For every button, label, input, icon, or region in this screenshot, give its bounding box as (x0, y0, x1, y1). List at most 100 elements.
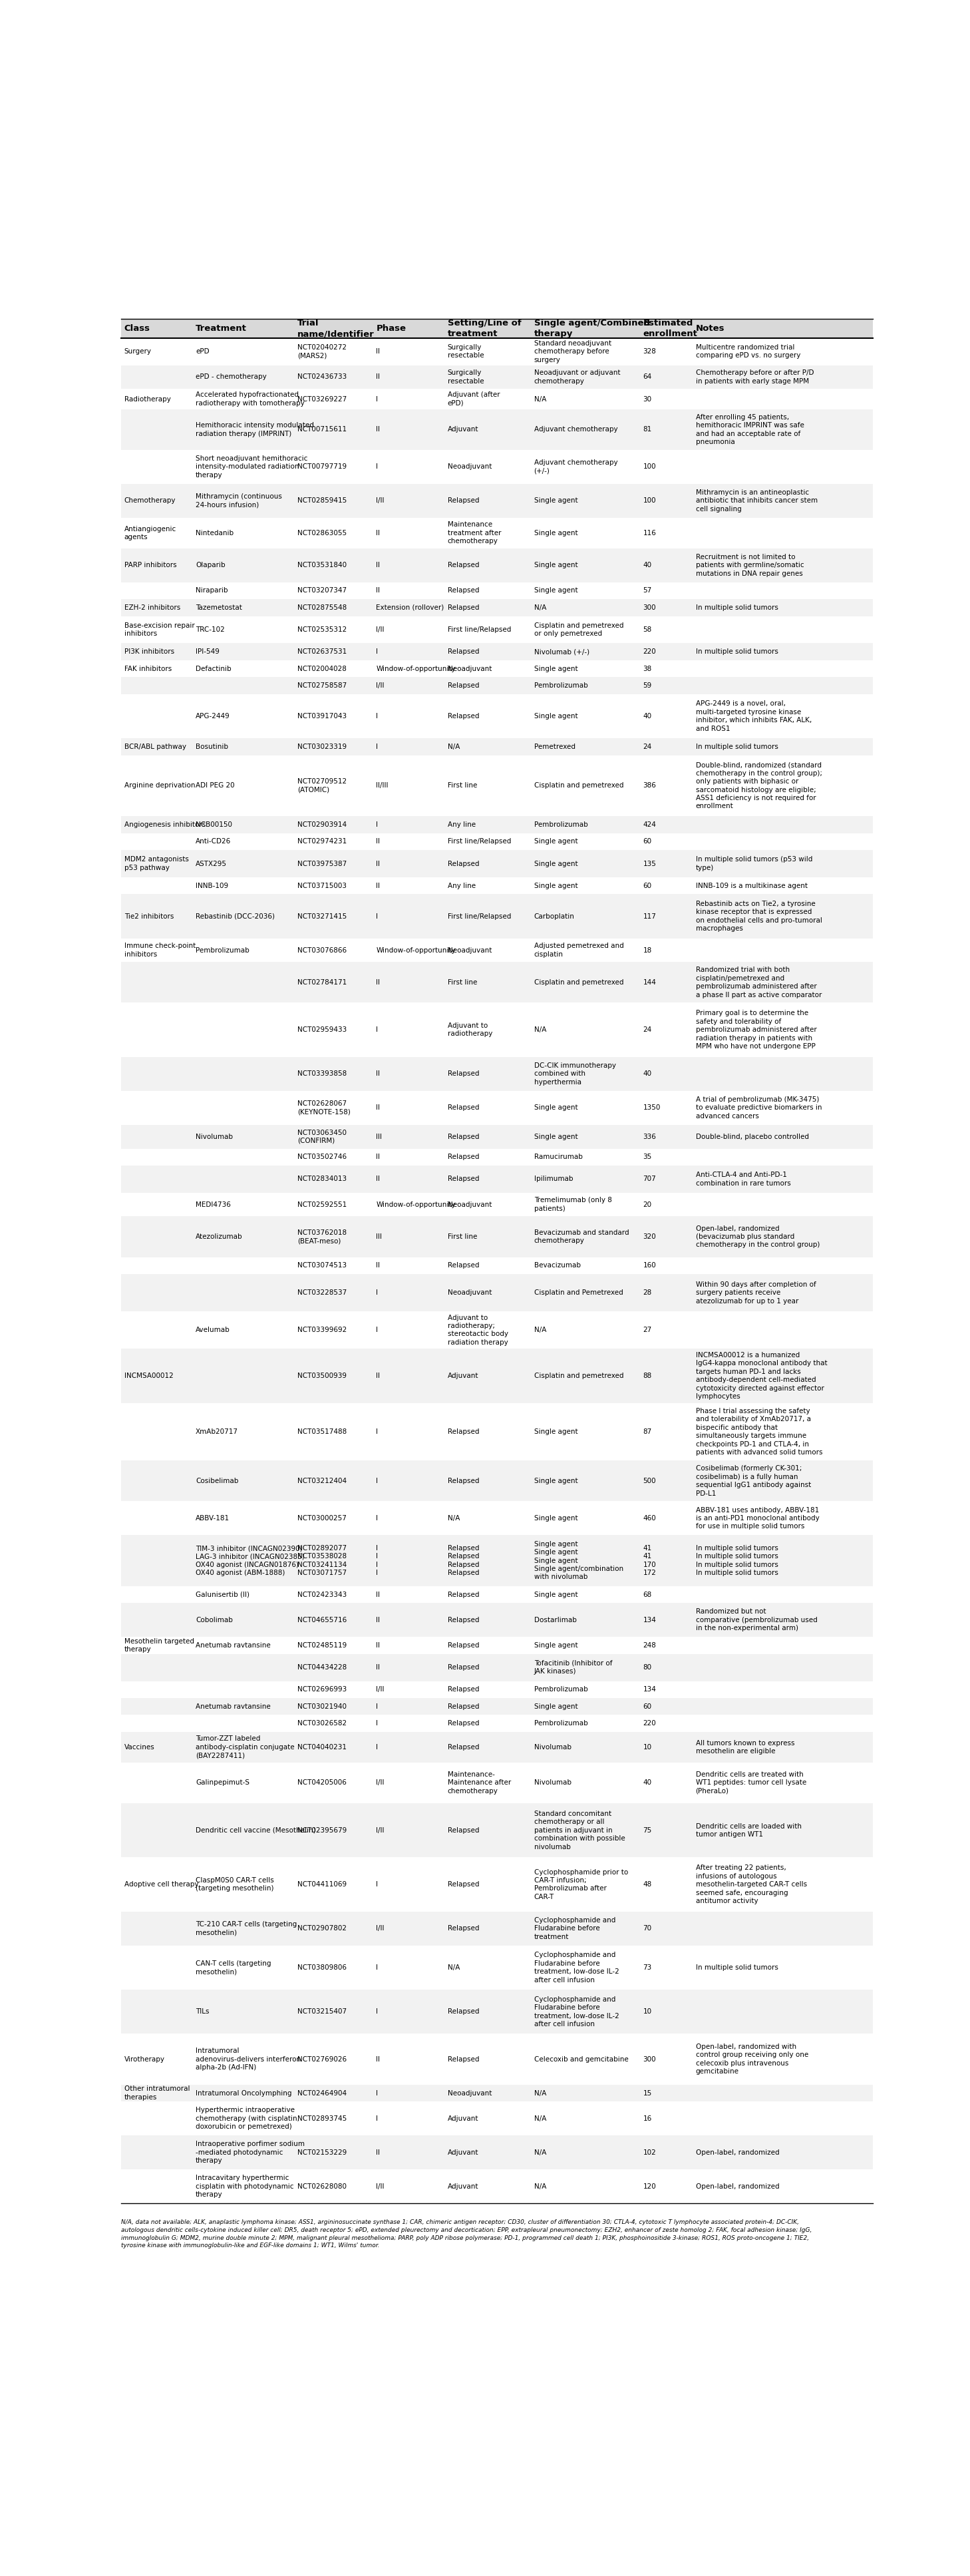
Text: 120: 120 (643, 2182, 656, 2190)
Bar (121, 1216, 873, 1257)
Bar (121, 677, 873, 693)
Bar (121, 2136, 873, 2169)
Bar (121, 518, 873, 549)
Text: I: I (376, 2089, 378, 2097)
Text: Intratumoral Oncolymphing: Intratumoral Oncolymphing (196, 2089, 292, 2097)
Text: Rebastinib acts on Tie2, a tyrosine
kinase receptor that is expressed
on endothe: Rebastinib acts on Tie2, a tyrosine kina… (695, 902, 822, 933)
Text: NCT03517488: NCT03517488 (297, 1430, 346, 1435)
Text: Window-of-opportunity: Window-of-opportunity (376, 665, 456, 672)
Text: ClaspM0S0 CAR-T cells
(targeting mesothelin): ClaspM0S0 CAR-T cells (targeting mesothe… (196, 1878, 274, 1891)
Text: Cisplatin and pemetrexed: Cisplatin and pemetrexed (534, 783, 624, 788)
Bar (121, 693, 873, 739)
Bar (121, 1587, 873, 1602)
Text: XmAb20717: XmAb20717 (196, 1430, 239, 1435)
Text: Standard concomitant
chemotherapy or all
patients in adjuvant in
combination wit: Standard concomitant chemotherapy or all… (534, 1811, 625, 1850)
Text: After treating 22 patients,
infusions of autologous
mesothelin-targeted CAR-T ce: After treating 22 patients, infusions of… (695, 1865, 807, 1904)
Text: Dendritic cell vaccine (Mesothelin): Dendritic cell vaccine (Mesothelin) (196, 1826, 316, 1834)
Bar (121, 1257, 873, 1275)
Text: Cyclophosphamide and
Fludarabine before
treatment, low-dose IL-2
after cell infu: Cyclophosphamide and Fludarabine before … (534, 1953, 619, 1984)
Text: Relapsed: Relapsed (447, 1664, 479, 1672)
Text: BCR/ABL pathway: BCR/ABL pathway (124, 744, 186, 750)
Text: Any line: Any line (447, 822, 475, 827)
Text: Intratumoral
adenovirus-delivers interferon
alpha-2b (Ad-IFN): Intratumoral adenovirus-delivers interfe… (196, 2048, 301, 2071)
Text: Cobolimab: Cobolimab (196, 1618, 233, 1623)
Text: Adjuvant: Adjuvant (447, 2148, 478, 2156)
Text: 460: 460 (643, 1515, 656, 1522)
Text: Neoadjuvant: Neoadjuvant (447, 1200, 492, 1208)
Bar (121, 1682, 873, 1698)
Text: Relapsed: Relapsed (447, 1154, 479, 1159)
Bar (121, 1461, 873, 1502)
Text: Cisplatin and pemetrexed
or only pemetrexed: Cisplatin and pemetrexed or only pemetre… (534, 623, 624, 636)
Text: In multiple solid tumors (p53 wild
type): In multiple solid tumors (p53 wild type) (695, 855, 812, 871)
Bar (121, 1989, 873, 2035)
Text: Galinpepimut-S: Galinpepimut-S (196, 1780, 249, 1785)
Text: ePD - chemotherapy: ePD - chemotherapy (196, 374, 267, 381)
Text: Multicentre randomized trial
comparing ePD vs. no surgery: Multicentre randomized trial comparing e… (695, 345, 800, 358)
Text: Single agent
Single agent
Single agent
Single agent/combination
with nivolumab: Single agent Single agent Single agent S… (534, 1540, 623, 1582)
Text: Tazemetostat: Tazemetostat (196, 605, 242, 611)
Text: Virotherapy: Virotherapy (124, 2056, 165, 2063)
Text: Relapsed: Relapsed (447, 649, 479, 654)
Text: Neoadjuvant: Neoadjuvant (447, 2089, 492, 2097)
Text: Relapsed: Relapsed (447, 497, 479, 505)
Text: NCT03212404: NCT03212404 (297, 1479, 346, 1484)
Text: TRC-102: TRC-102 (196, 626, 225, 634)
Text: Pembrolizumab: Pembrolizumab (534, 1687, 588, 1692)
Text: APG-2449 is a novel, oral,
multi-targeted tyrosine kinase
inhibitor, which inhib: APG-2449 is a novel, oral, multi-targete… (695, 701, 812, 732)
Text: First line: First line (447, 1234, 477, 1239)
Text: ADI PEG 20: ADI PEG 20 (196, 783, 235, 788)
Text: Ipilimumab: Ipilimumab (534, 1175, 573, 1182)
Text: NCT02784171: NCT02784171 (297, 979, 346, 987)
Text: NCT02004028: NCT02004028 (297, 665, 346, 672)
Text: Relapsed: Relapsed (447, 683, 479, 688)
Text: Relapsed: Relapsed (447, 1687, 479, 1692)
Text: N/A: N/A (534, 2089, 546, 2097)
Text: Relapsed: Relapsed (447, 2009, 479, 2014)
Text: N/A: N/A (447, 744, 460, 750)
Text: Carboplatin: Carboplatin (534, 912, 574, 920)
Bar (121, 1762, 873, 1803)
Text: I: I (376, 1880, 378, 1888)
Text: Hyperthermic intraoperative
chemotherapy (with cisplatin,
doxorubicin or pemetre: Hyperthermic intraoperative chemotherapy… (196, 2107, 300, 2130)
Text: 134: 134 (643, 1687, 656, 1692)
Bar (121, 832, 873, 850)
Text: Mesothelin targeted
therapy: Mesothelin targeted therapy (124, 1638, 194, 1654)
Text: 144: 144 (643, 979, 656, 987)
Text: 68: 68 (643, 1592, 652, 1597)
Text: 100: 100 (643, 497, 656, 505)
Text: Defactinib: Defactinib (196, 665, 232, 672)
Text: INNB-109: INNB-109 (196, 884, 228, 889)
Bar (121, 2035, 873, 2084)
Text: Adjuvant chemotherapy
(+/-): Adjuvant chemotherapy (+/-) (534, 459, 618, 474)
Text: N/A: N/A (534, 605, 546, 611)
Text: NCB00150: NCB00150 (196, 822, 232, 827)
Text: Tremelimumab (only 8
patients): Tremelimumab (only 8 patients) (534, 1198, 612, 1213)
Text: 15: 15 (643, 2089, 652, 2097)
Text: I: I (376, 912, 378, 920)
Text: NCT02859415: NCT02859415 (297, 497, 346, 505)
Text: II: II (376, 587, 380, 595)
Text: III: III (376, 1133, 382, 1141)
Text: First line/Relapsed: First line/Relapsed (447, 626, 511, 634)
Text: NCT04411069: NCT04411069 (297, 1880, 346, 1888)
Text: Relapsed: Relapsed (447, 605, 479, 611)
Text: I: I (376, 1744, 378, 1752)
Bar (121, 451, 873, 484)
Text: NCT03917043: NCT03917043 (297, 714, 346, 719)
Text: Tie2 inhibitors: Tie2 inhibitors (124, 912, 174, 920)
Text: Single agent: Single agent (534, 1430, 577, 1435)
Text: Single agent: Single agent (534, 714, 577, 719)
Text: First line: First line (447, 979, 477, 987)
Text: Open-label, randomized: Open-label, randomized (695, 2182, 779, 2190)
Text: IPI-549: IPI-549 (196, 649, 219, 654)
Text: Single agent: Single agent (534, 562, 577, 569)
Text: Relapsed: Relapsed (447, 860, 479, 868)
Text: Neoadjuvant: Neoadjuvant (447, 948, 492, 953)
Text: APG-2449: APG-2449 (196, 714, 230, 719)
Text: 300: 300 (643, 605, 656, 611)
Text: Recruitment is not limited to
patients with germline/somatic
mutations in DNA re: Recruitment is not limited to patients w… (695, 554, 804, 577)
Text: II: II (376, 837, 380, 845)
Text: Surgery: Surgery (124, 348, 151, 355)
Text: After enrolling 45 patients,
hemithoracic IMPRINT was safe
and had an acceptable: After enrolling 45 patients, hemithoraci… (695, 415, 804, 446)
